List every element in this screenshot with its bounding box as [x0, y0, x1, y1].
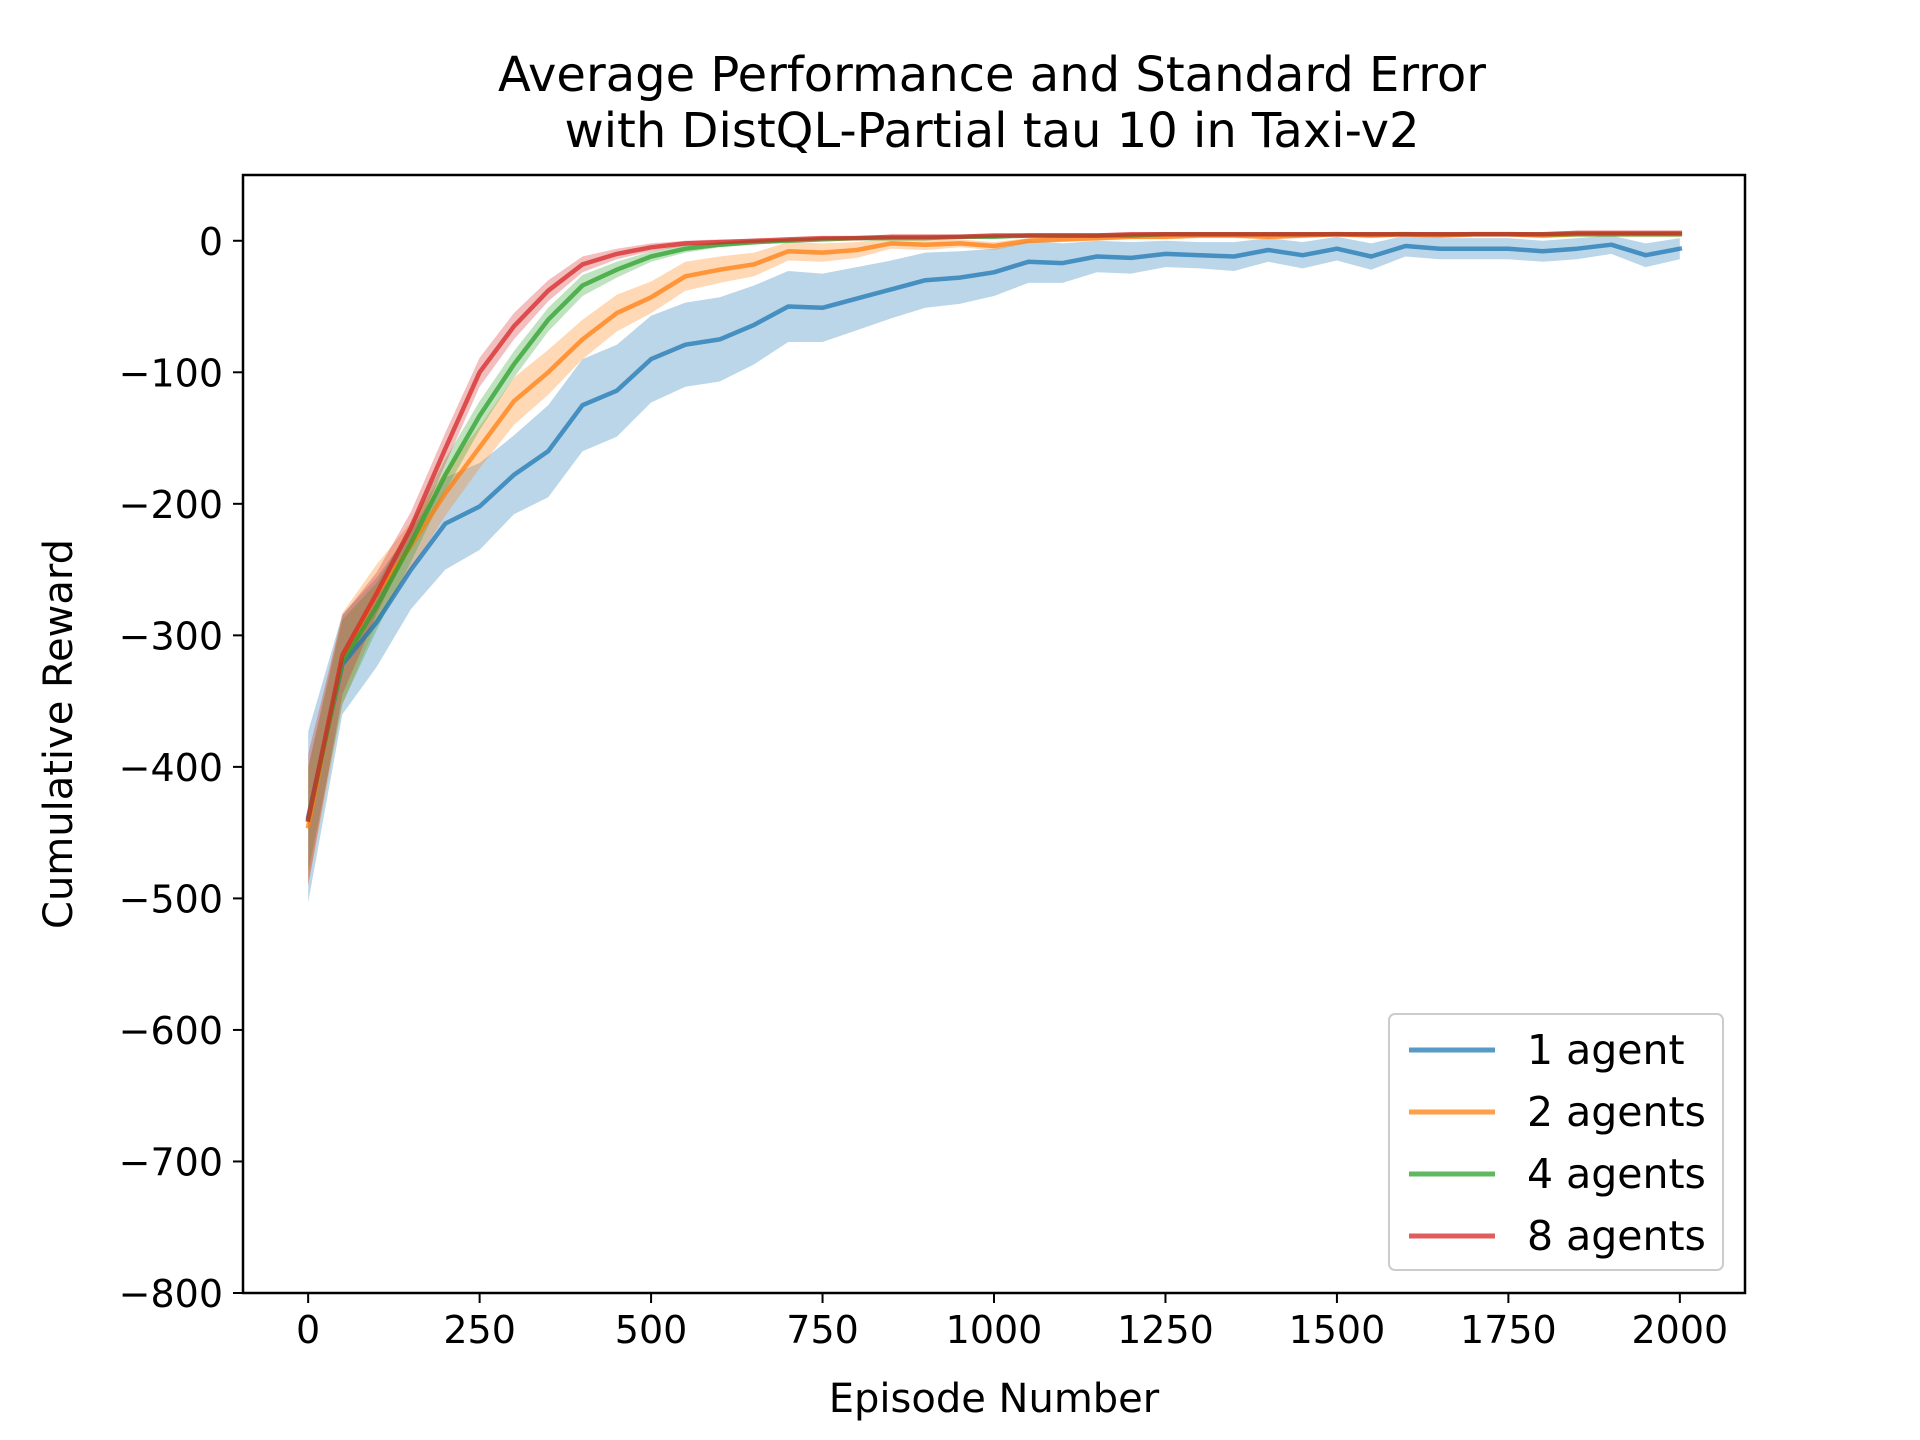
series-line-4 — [305, 230, 1683, 823]
x-tick-label: 1250 — [1117, 1308, 1214, 1352]
x-tick-label: 750 — [786, 1308, 859, 1352]
y-tick-label: −700 — [119, 1140, 223, 1184]
x-tick-label: 1000 — [946, 1308, 1043, 1352]
x-tick-label: 1750 — [1460, 1308, 1557, 1352]
legend-label-4: 8 agents — [1527, 1212, 1706, 1260]
legend-box — [1388, 1013, 1724, 1271]
y-axis-ticks: 0 −100 −200 −300 −400 −500 −600 −700 −800 — [119, 220, 243, 1316]
x-tick-label: 0 — [296, 1308, 320, 1352]
legend-label-1: 1 agent — [1527, 1026, 1685, 1074]
y-tick-label: −400 — [119, 746, 223, 790]
x-axis-ticks: 0 250 500 750 1000 1250 1500 1750 2000 — [296, 1293, 1728, 1352]
x-axis-label: Episode Number — [829, 1376, 1160, 1422]
y-tick-label: −200 — [119, 483, 223, 527]
error-band-series-1 — [308, 235, 1680, 903]
x-tick-label: 250 — [443, 1308, 516, 1352]
chart-title-line-2: with DistQL-Partial tau 10 in Taxi-v2 — [564, 103, 1419, 159]
y-tick-label: −300 — [119, 614, 223, 658]
y-tick-label: −100 — [119, 351, 223, 395]
error-bands — [308, 231, 1680, 903]
legend-label-3: 4 agents — [1527, 1150, 1706, 1198]
chart-title-line-1: Average Performance and Standard Error — [498, 47, 1486, 103]
x-tick-label: 2000 — [1631, 1308, 1728, 1352]
y-tick-label: −600 — [119, 1009, 223, 1053]
series-lines — [305, 230, 1683, 829]
y-tick-label: 0 — [199, 220, 223, 264]
y-axis-label: Cumulative Reward — [36, 539, 82, 929]
x-tick-label: 1500 — [1289, 1308, 1386, 1352]
y-tick-label: −500 — [119, 877, 223, 921]
legend: 1 agent 2 agents 4 agents 8 agents — [1388, 1013, 1724, 1271]
y-tick-label: −800 — [119, 1272, 223, 1316]
x-tick-label: 500 — [615, 1308, 688, 1352]
legend-label-2: 2 agents — [1527, 1088, 1706, 1136]
series-line-1 — [305, 242, 1683, 820]
